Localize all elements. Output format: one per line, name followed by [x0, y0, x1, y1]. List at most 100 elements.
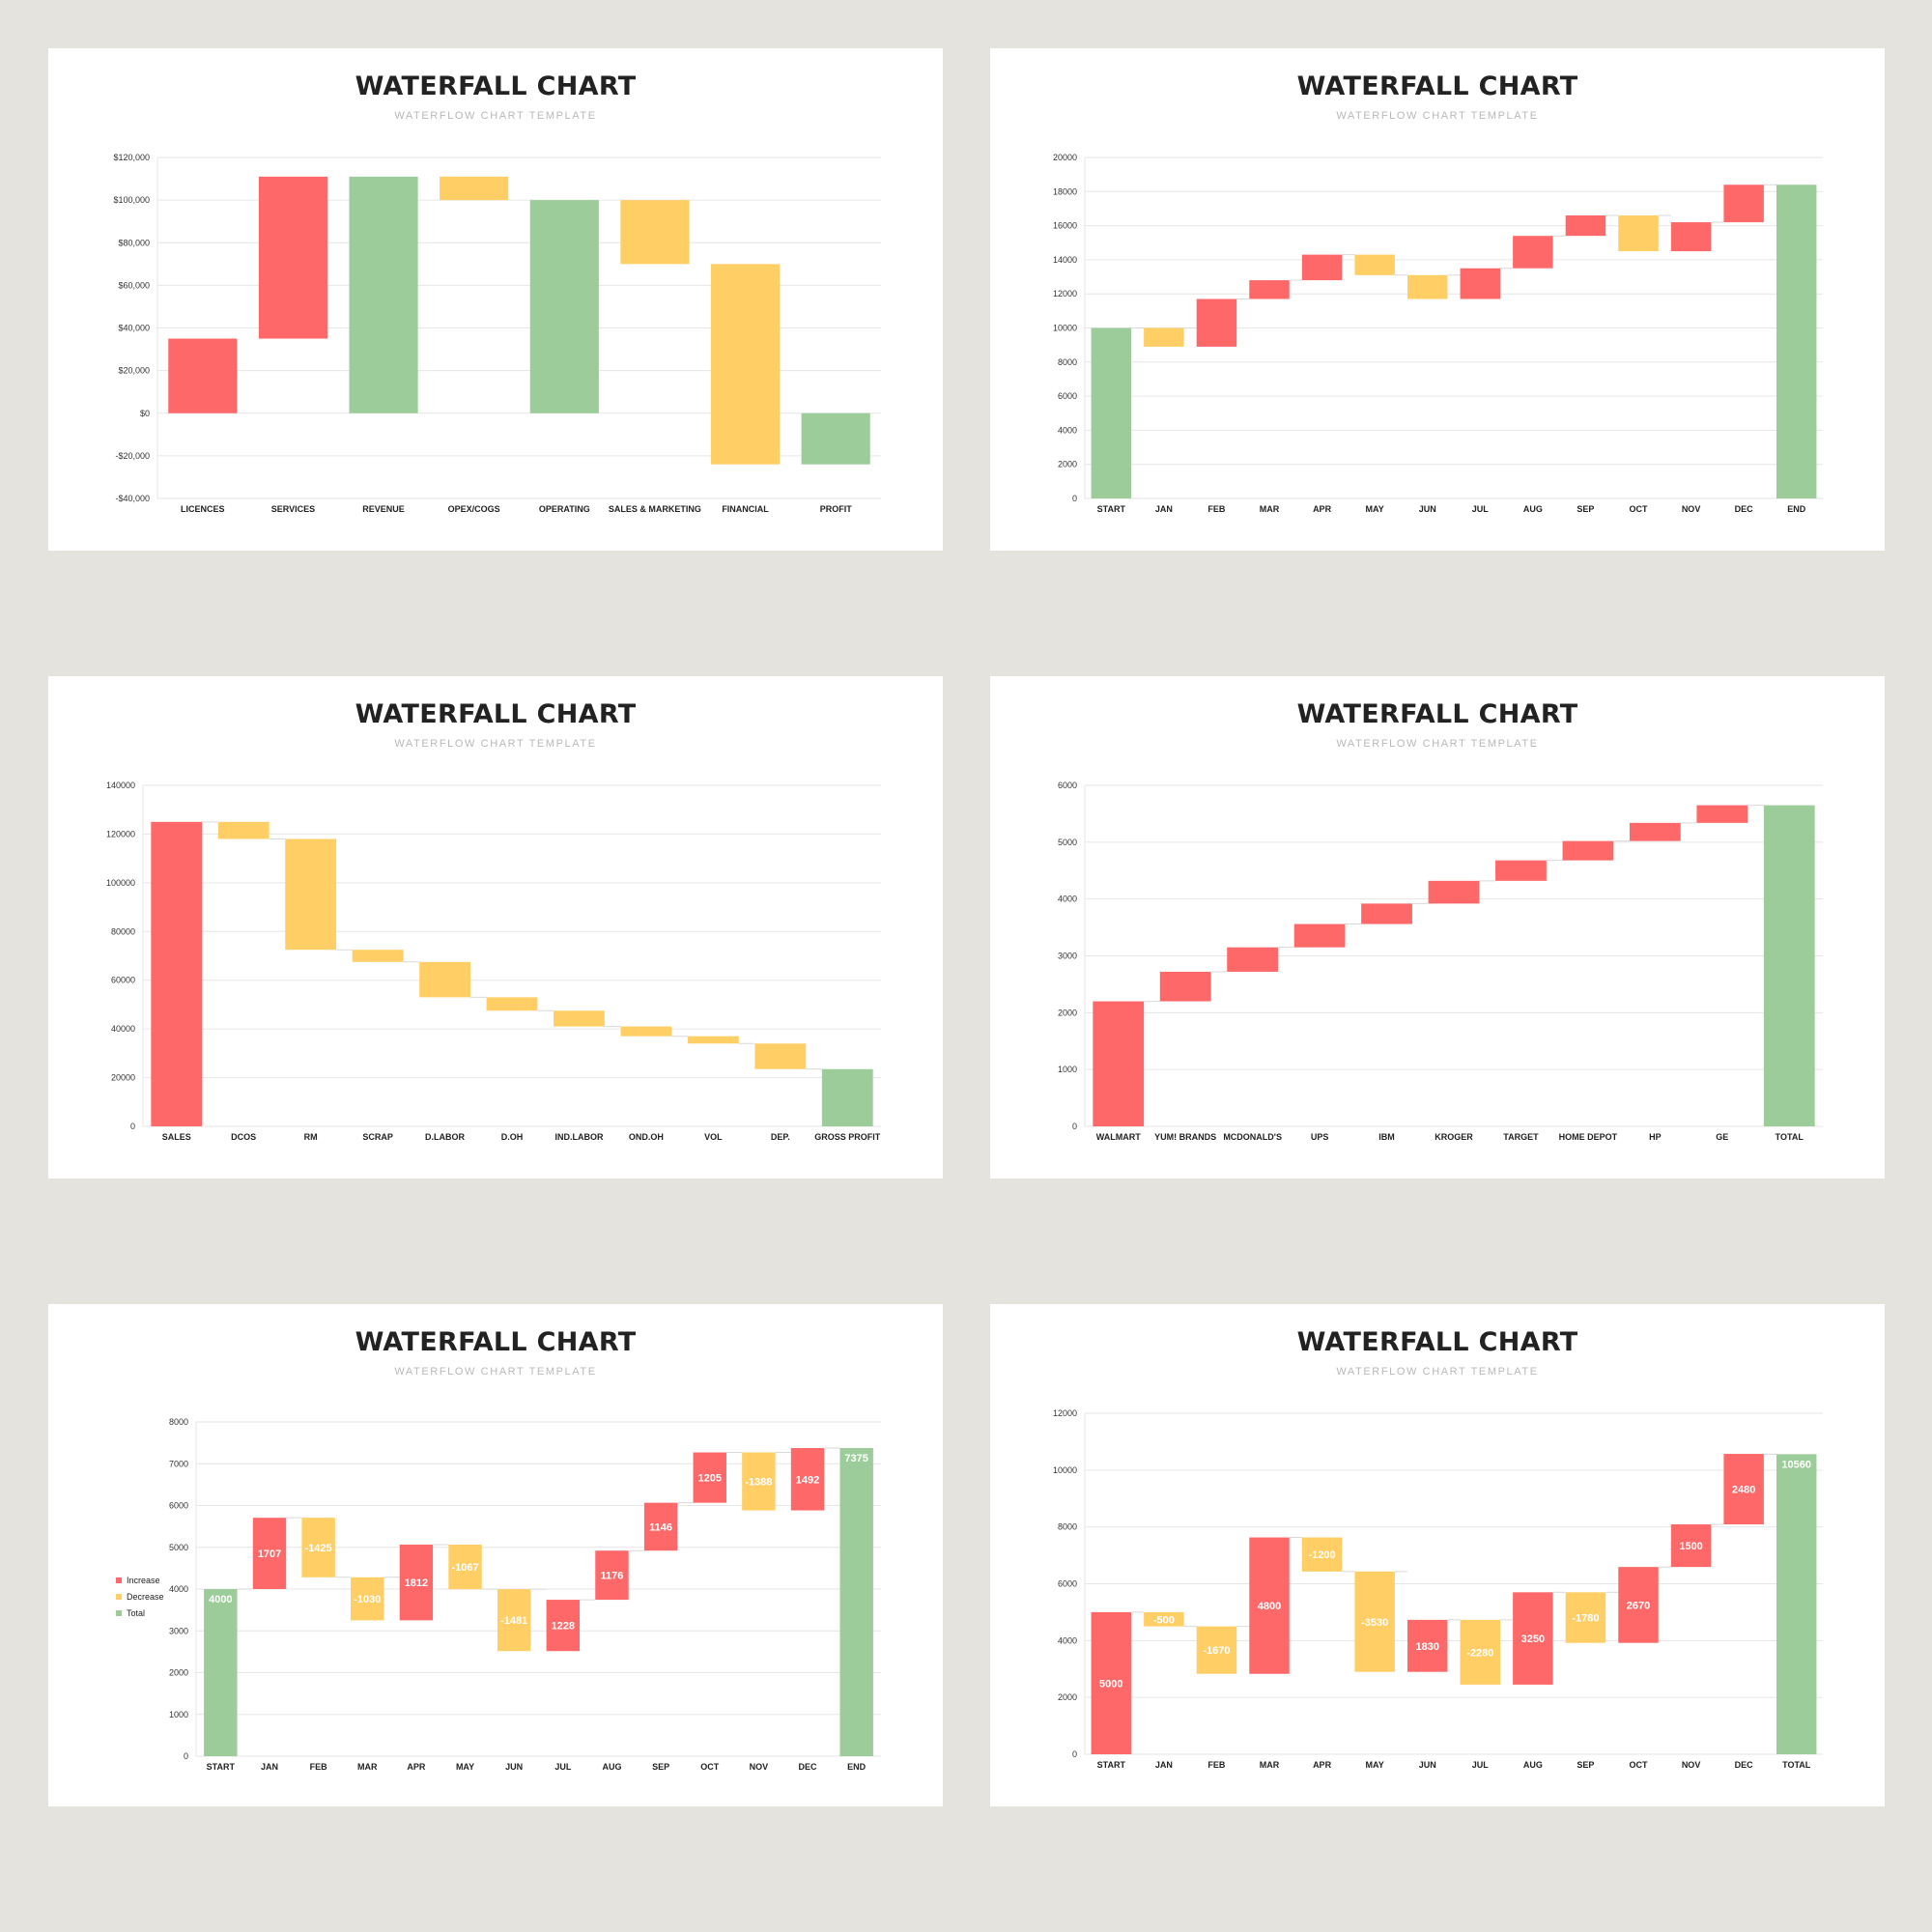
x-category-label: MAY [1366, 504, 1384, 514]
waterfall-bar [1293, 923, 1346, 948]
waterfall-bar [710, 264, 781, 465]
y-tick-label: 4000 [1058, 425, 1077, 435]
x-category-label: AUG [1523, 1760, 1543, 1770]
y-tick-label: 0 [1072, 1122, 1077, 1131]
y-tick-label: 20000 [1053, 153, 1077, 162]
waterfall-card-2: WATERFALL CHART WATERFLOW CHART TEMPLATE… [990, 48, 1885, 551]
x-category-label: UPS [1311, 1132, 1329, 1142]
y-tick-label: 4000 [1058, 895, 1077, 904]
x-category-label: SALES [162, 1132, 191, 1142]
y-tick-label: 140000 [106, 781, 135, 790]
waterfall-bar [1249, 280, 1290, 299]
waterfall-chart-3: 0 20000 40000 60000 80000 100000 120000 140000 S… [106, 781, 881, 1142]
x-category-label: PROFIT [820, 504, 853, 514]
waterfall-bar [1460, 1619, 1501, 1685]
waterfall-bar [399, 1544, 434, 1621]
data-label: 1830 [1415, 1641, 1438, 1653]
x-category-label: OPERATING [539, 504, 590, 514]
x-category-label: FEB [310, 1762, 328, 1772]
waterfall-bar [1776, 1454, 1817, 1754]
waterfall-bar [529, 200, 599, 413]
data-label: 4800 [1258, 1601, 1281, 1612]
waterfall-bar [742, 1452, 776, 1511]
waterfall-bar [448, 1544, 482, 1590]
waterfall-bar [1776, 185, 1817, 499]
waterfall-chart-1: -$40,000 -$20,000 $0 $20,000 $40,000 $60,000 $… [113, 153, 881, 514]
x-category-label: FEB [1208, 504, 1226, 514]
x-category-label: REVENUE [362, 504, 405, 514]
y-tick-label: 2000 [1058, 1008, 1077, 1017]
x-category-label: AUG [1523, 504, 1543, 514]
x-category-label: DEC [1735, 504, 1754, 514]
waterfall-bar [1670, 1524, 1712, 1568]
waterfall-bar [1460, 268, 1501, 299]
chart-title: WATERFALL CHART [1296, 699, 1578, 729]
x-category-label: OPEX/COGS [448, 504, 500, 514]
waterfall-chart-6: 0 2000 4000 6000 8000 10000 12000 5000 START -500… [1053, 1408, 1823, 1770]
x-category-label: DEP. [771, 1132, 790, 1142]
data-label: -1388 [745, 1477, 772, 1489]
waterfall-chart-2: 0 2000 4000 6000 8000 10000 12000 14000 16000 180… [1053, 153, 1823, 514]
waterfall-chart-5: 0 1000 2000 3000 4000 5000 6000 7000 8000 4000 STA… [169, 1417, 881, 1772]
y-tick-label: 6000 [1058, 391, 1077, 401]
x-category-label: MCDONALD'S [1223, 1132, 1282, 1142]
chart-subtitle: WATERFLOW CHART TEMPLATE [394, 110, 597, 122]
x-category-label: NOV [1682, 504, 1701, 514]
y-tick-label: 12000 [1053, 1408, 1077, 1418]
chart-subtitle: WATERFLOW CHART TEMPLATE [394, 1366, 597, 1378]
data-label: -2280 [1466, 1647, 1493, 1659]
waterfall-card-1: WATERFALL CHART WATERFLOW CHART TEMPLATE… [48, 48, 943, 551]
waterfall-bar [204, 1589, 238, 1756]
waterfall-bar [1723, 1454, 1764, 1525]
x-category-label: DEC [799, 1762, 818, 1772]
y-tick-label: 40000 [111, 1024, 135, 1034]
waterfall-bar [1144, 327, 1184, 347]
y-tick-label: 1000 [1058, 1065, 1077, 1074]
y-tick-label: 6000 [169, 1501, 188, 1511]
waterfall-bar [839, 1448, 873, 1756]
y-tick-label: 2000 [1058, 460, 1077, 469]
waterfall-bar [1159, 971, 1211, 1002]
data-label: 7375 [844, 1453, 867, 1464]
waterfall-card-6: WATERFALL CHART WATERFLOW CHART TEMPLATE… [990, 1304, 1885, 1806]
waterfall-chart-4: 0 1000 2000 3000 4000 5000 6000 WALMART YUM! BRA… [1058, 781, 1823, 1142]
x-category-label: OND.OH [629, 1132, 664, 1142]
legend-item-increase: Increase [116, 1572, 164, 1588]
legend-swatch-total [116, 1609, 122, 1616]
x-category-label: JAN [1155, 1760, 1173, 1770]
x-category-label: START [1097, 504, 1126, 514]
y-tick-label: 8000 [1058, 1522, 1077, 1532]
waterfall-bar [1763, 805, 1815, 1126]
legend-item-total: Total [116, 1605, 164, 1621]
x-category-label: JUL [554, 1762, 572, 1772]
y-tick-label: 6000 [1058, 1579, 1077, 1589]
data-label: 2480 [1732, 1485, 1755, 1496]
y-tick-label: 8000 [169, 1417, 188, 1427]
x-category-label: JAN [261, 1762, 278, 1772]
waterfall-bar [285, 838, 337, 951]
waterfall-bar [351, 1577, 384, 1621]
x-category-label: NOV [1682, 1760, 1701, 1770]
data-label: -1030 [354, 1594, 381, 1605]
waterfall-bar [1723, 185, 1764, 223]
x-category-label: OCT [700, 1762, 720, 1772]
x-category-label: GROSS PROFIT [814, 1132, 881, 1142]
x-category-label: SEP [1577, 504, 1594, 514]
y-tick-label: $80,000 [118, 238, 150, 247]
waterfall-bar [349, 176, 418, 413]
waterfall-bar [252, 1518, 287, 1589]
waterfall-bar [693, 1452, 726, 1503]
chart-subtitle: WATERFLOW CHART TEMPLATE [1336, 110, 1539, 122]
legend-label: Increase [127, 1575, 160, 1585]
waterfall-bar [1196, 1626, 1237, 1674]
waterfall-bar [1227, 947, 1279, 972]
x-category-label: APR [1313, 1760, 1332, 1770]
x-category-label: JUN [505, 1762, 523, 1772]
y-tick-label: 7000 [169, 1459, 188, 1468]
waterfall-bar [620, 1026, 672, 1037]
x-category-label: APR [407, 1762, 426, 1772]
y-tick-label: 2000 [1058, 1692, 1077, 1702]
y-tick-label: $20,000 [118, 366, 150, 376]
x-category-label: D.LABOR [425, 1132, 465, 1142]
x-category-label: MAY [1366, 1760, 1384, 1770]
